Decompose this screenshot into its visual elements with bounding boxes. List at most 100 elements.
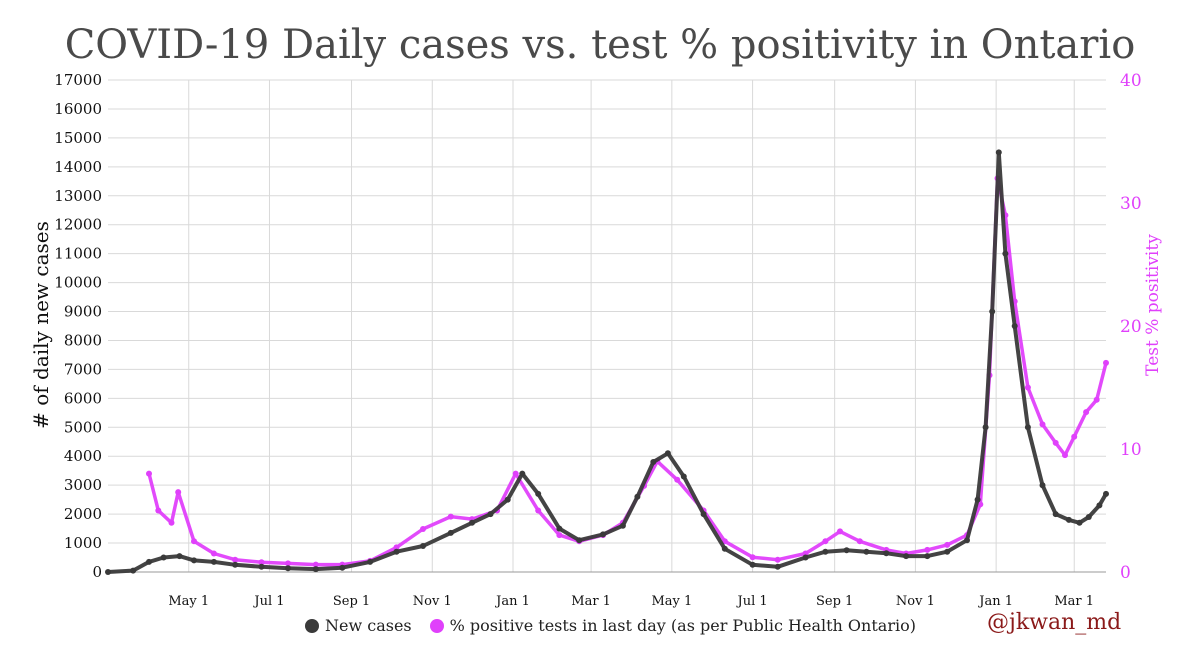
y2-tick-label: 0 — [1120, 563, 1131, 583]
point-positivity — [1039, 421, 1046, 428]
point-cases — [924, 553, 931, 560]
x-tick-label: Jul 1 — [252, 594, 284, 609]
y-tick-label: 10000 — [54, 274, 102, 292]
point-cases — [447, 529, 454, 536]
y-tick-label: 1000 — [64, 534, 102, 552]
point-positivity — [210, 550, 217, 557]
x-tick-label: Nov 1 — [413, 594, 452, 609]
point-positivity — [556, 532, 563, 539]
point-positivity — [1024, 384, 1031, 391]
point-cases — [680, 473, 687, 480]
point-cases — [487, 511, 494, 518]
point-positivity — [420, 526, 426, 532]
y2-tick-label: 10 — [1120, 440, 1142, 460]
y-tick-label: 13000 — [54, 187, 102, 205]
y-tick-label: 14000 — [54, 158, 102, 176]
y-tick-label: 4000 — [64, 447, 102, 465]
legend-positivity-marker — [429, 618, 444, 633]
y-tick-label: 8000 — [64, 331, 102, 349]
y-tick-label: 7000 — [64, 360, 102, 378]
point-cases — [420, 543, 426, 549]
point-cases — [974, 496, 981, 503]
point-cases — [130, 567, 137, 574]
point-cases — [576, 537, 583, 544]
y-tick-label: 9000 — [64, 303, 102, 321]
chart-title: COVID-19 Daily cases vs. test % positivi… — [64, 22, 1136, 68]
point-positivity — [146, 470, 152, 477]
point-cases — [802, 554, 809, 561]
point-cases — [995, 149, 1002, 156]
y-tick-label: 3000 — [64, 476, 102, 494]
point-cases — [1002, 250, 1009, 257]
point-cases — [191, 557, 197, 564]
point-cases — [339, 564, 346, 571]
x-tick-label: May 1 — [168, 594, 209, 609]
point-cases — [721, 545, 728, 552]
point-cases — [210, 558, 217, 565]
point-cases — [700, 511, 707, 518]
point-cases — [964, 537, 970, 544]
y-tick-label: 17000 — [54, 71, 102, 89]
point-positivity — [774, 556, 781, 563]
point-positivity — [175, 489, 182, 496]
point-positivity — [393, 544, 400, 551]
grid — [108, 79, 1106, 573]
series-line-cases — [106, 150, 1108, 574]
point-cases — [556, 525, 563, 532]
point-cases — [822, 548, 829, 555]
point-positivity — [1103, 359, 1109, 366]
legend-item-cases: New cases — [305, 616, 412, 635]
point-positivity — [535, 507, 542, 514]
point-cases — [634, 493, 641, 500]
point-positivity — [258, 559, 265, 566]
y-tick-label: 5000 — [64, 418, 102, 436]
x-tick-label: Sep 1 — [816, 594, 853, 609]
point-cases — [1085, 514, 1092, 520]
point-cases — [944, 548, 951, 555]
point-cases — [285, 565, 291, 572]
point-positivity — [191, 538, 197, 545]
point-cases — [1096, 502, 1103, 509]
point-positivity — [1052, 439, 1059, 446]
x-axis-ticks: May 1 Jul 1 Sep 1 Nov 1 Jan 1 Mar 1 May 1 Jul 1… — [168, 594, 1094, 609]
y2-axis-label: Test % positivity — [1143, 234, 1163, 376]
x-tick-label: Jan 1 — [494, 594, 530, 609]
point-positivity — [1083, 409, 1090, 416]
point-positivity — [1062, 452, 1068, 459]
point-cases — [600, 531, 606, 538]
y-tick-label: 12000 — [54, 216, 102, 234]
point-cases — [160, 554, 167, 561]
x-tick-label: Jan 1 — [977, 594, 1013, 609]
point-cases — [1024, 424, 1031, 431]
point-cases — [989, 308, 996, 315]
point-positivity — [749, 554, 756, 561]
x-tick-label: Jul 1 — [736, 594, 768, 609]
point-cases — [504, 496, 511, 503]
legend: New cases % positive tests in last day (… — [305, 616, 926, 635]
point-cases — [863, 548, 870, 555]
point-positivity — [168, 519, 175, 526]
point-cases — [312, 566, 319, 573]
point-cases — [176, 553, 183, 560]
point-cases — [1052, 511, 1059, 518]
point-positivity — [1093, 396, 1100, 403]
right-axis-ticks: 0 10 20 30 40 — [1120, 71, 1142, 583]
point-cases — [650, 459, 657, 465]
legend-positivity-label: % positive tests in last day (as per Pub… — [449, 616, 916, 635]
point-positivity — [512, 470, 519, 477]
x-tick-label: Mar 1 — [571, 594, 611, 609]
y-tick-label: 15000 — [54, 129, 102, 147]
point-cases — [883, 550, 890, 557]
y2-tick-label: 30 — [1120, 194, 1142, 214]
point-cases — [1065, 516, 1072, 523]
point-positivity — [944, 541, 951, 548]
series-layer — [105, 149, 1109, 575]
point-positivity — [674, 476, 681, 483]
point-cases — [1011, 323, 1018, 329]
series-line-positivity — [147, 176, 1108, 567]
point-cases — [982, 424, 989, 431]
point-cases — [843, 547, 850, 554]
point-cases — [619, 522, 626, 529]
y-tick-label: 6000 — [64, 389, 102, 407]
